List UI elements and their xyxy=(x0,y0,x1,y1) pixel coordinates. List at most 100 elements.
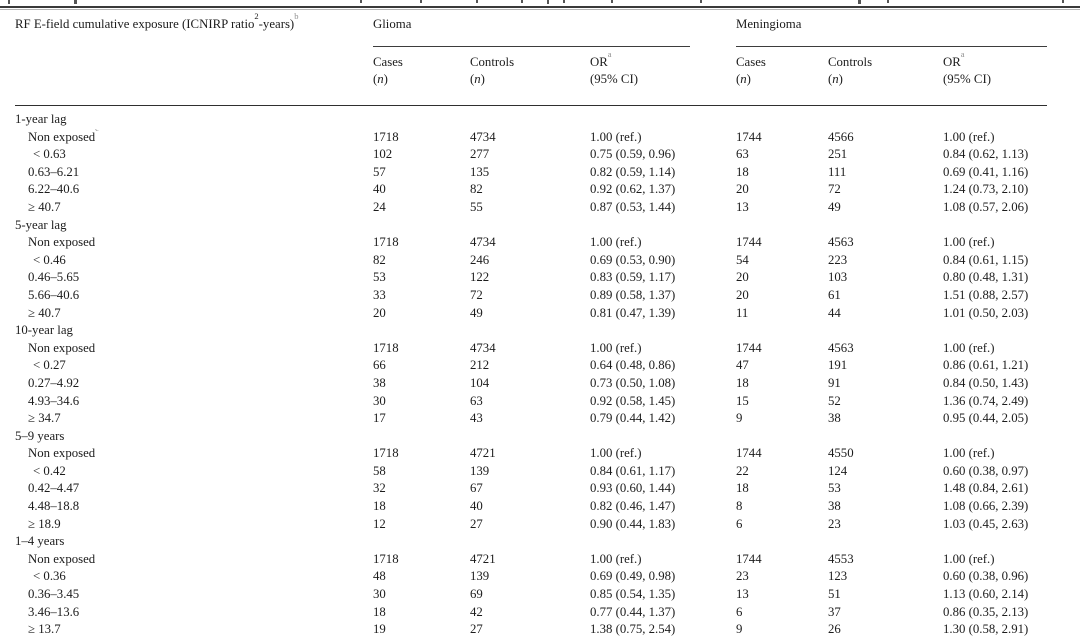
cell-meningioma-or: 0.69 (0.41, 1.16) xyxy=(943,164,1029,179)
table-row: Non exposed 1718 4721 1.00 (ref.) 1744 4553 1.… xyxy=(15,551,1047,569)
cell-glioma-controls: 135 xyxy=(470,164,490,179)
cell-glioma-cases: 102 xyxy=(373,147,393,162)
section-label: 1–4 years xyxy=(15,534,65,549)
cell-glioma-or: 1.38 (0.75, 2.54) xyxy=(590,621,736,638)
paren: ( xyxy=(470,71,475,86)
cell-glioma-or: 0.87 (0.53, 1.44) xyxy=(590,199,676,214)
cell-meningioma-cases: 6 xyxy=(736,516,743,531)
cell-meningioma-controls: 103 xyxy=(828,270,848,285)
row-label: < 0.63 xyxy=(33,147,66,162)
cell-glioma-or: 0.93 (0.60, 1.44) xyxy=(590,481,676,496)
cell-glioma-controls: 4734 xyxy=(470,129,496,144)
paren: ) xyxy=(838,71,843,86)
caption-descender-fragment xyxy=(360,0,362,3)
cell-glioma-controls: 122 xyxy=(470,270,490,285)
cell-glioma-controls: 277 xyxy=(470,147,490,162)
table-row: < 0.63 102 277 0.75 (0.59, 0.96) 63 251 0.84 (… xyxy=(15,146,1047,164)
superscript-2: 2 xyxy=(254,10,259,21)
controls-label: Controls xyxy=(470,55,515,69)
row-label: 3.46–13.6 xyxy=(28,604,80,619)
cell-meningioma-controls: 51 xyxy=(828,587,841,602)
table-row: 0.63–6.21 57 135 0.82 (0.59, 1.14) 18 111 0.69… xyxy=(15,164,1047,182)
cell-glioma-or: 0.79 (0.44, 1.42) xyxy=(590,411,676,426)
table-row: < 0.36 48 139 0.69 (0.49, 0.98) 23 123 0.60 (0… xyxy=(15,568,1047,586)
cell-glioma-controls: 72 xyxy=(470,287,483,302)
table-row: < 0.27 66 212 0.64 (0.48, 0.86) 47 191 0.86 (0… xyxy=(15,357,1047,375)
cell-glioma-or: 0.92 (0.62, 1.37) xyxy=(590,182,676,197)
row-label: < 0.27 xyxy=(33,358,66,373)
cell-glioma-cases: 82 xyxy=(373,252,386,267)
section-row: 5–9 years xyxy=(15,428,1047,446)
n-symbol: n xyxy=(832,71,839,86)
cell-glioma-controls: 139 xyxy=(470,463,490,478)
cell-meningioma-controls: 38 xyxy=(828,411,841,426)
table-row: ≥ 40.7 20 49 0.81 (0.47, 1.39) 11 44 1.01 (0.5… xyxy=(15,305,1047,323)
cell-meningioma-cases: 13 xyxy=(736,587,749,602)
cell-glioma-or: 0.85 (0.54, 1.35) xyxy=(590,587,676,602)
cell-glioma-controls: 82 xyxy=(470,182,483,197)
cell-meningioma-or: 0.80 (0.48, 1.31) xyxy=(943,270,1029,285)
col-header-meningioma-or: ORa (95% CI) xyxy=(943,47,1048,106)
cell-meningioma-or: 1.08 (0.57, 2.06) xyxy=(943,199,1029,214)
cell-meningioma-or: 1.36 (0.74, 2.49) xyxy=(943,393,1029,408)
cell-glioma-cases: 33 xyxy=(373,287,386,302)
cell-meningioma-cases: 20 xyxy=(736,270,749,285)
table-row: 3.46–13.6 18 42 0.77 (0.44, 1.37) 6 37 0.86 (0… xyxy=(15,604,1047,622)
section-row: 5-year lag xyxy=(15,217,1047,235)
cell-meningioma-or: 1.48 (0.84, 2.61) xyxy=(943,481,1029,496)
table-row: 0.36–3.45 30 69 0.85 (0.54, 1.35) 13 51 1.13 (… xyxy=(15,586,1047,604)
cell-meningioma-cases: 1744 xyxy=(736,129,762,144)
cell-meningioma-cases: 1744 xyxy=(736,340,762,355)
glioma-spanner-rule xyxy=(373,46,690,47)
cell-glioma-controls: 40 xyxy=(470,499,483,514)
caption-descender-fragment xyxy=(74,0,77,4)
row-label: Non exposedc xyxy=(15,129,373,147)
paren: ( xyxy=(373,71,378,86)
cell-glioma-controls: 4734 xyxy=(470,340,496,355)
cell-glioma-controls: 246 xyxy=(470,252,490,267)
cell-glioma-or: 0.69 (0.49, 0.98) xyxy=(590,569,676,584)
table-row: Non exposed 1718 4721 1.00 (ref.) 1744 4550 1.… xyxy=(15,445,1047,463)
table-row: Non exposedc1718 4734 1.00 (ref.) 1744 4566 1… xyxy=(15,129,1047,147)
caption-descender-fragment xyxy=(420,0,422,3)
cell-meningioma-or: 1.00 (ref.) xyxy=(943,551,995,566)
table-row: Non exposed 1718 4734 1.00 (ref.) 1744 4563 1.… xyxy=(15,234,1047,252)
cell-glioma-controls: 63 xyxy=(470,393,483,408)
cell-glioma-cases: 58 xyxy=(373,463,386,478)
col-header-glioma-cases: Cases (n) xyxy=(373,47,470,106)
cell-glioma-cases: 1718 xyxy=(373,129,399,144)
caption-descender-fragment xyxy=(547,0,549,4)
paren: ) xyxy=(383,71,388,86)
section-label: 10-year lag xyxy=(15,323,73,338)
cell-meningioma-cases: 18 xyxy=(736,375,749,390)
row-label: 0.42–4.47 xyxy=(28,481,80,496)
col-header-meningioma-controls: Controls (n) xyxy=(828,47,943,106)
row-label: 4.48–18.8 xyxy=(28,499,80,514)
cell-glioma-cases: 20 xyxy=(373,305,386,320)
group-header-glioma: Glioma xyxy=(373,10,736,47)
row-label: 6.22–40.6 xyxy=(28,182,80,197)
cell-glioma-controls: 4734 xyxy=(470,235,496,250)
cell-meningioma-or: 0.84 (0.62, 1.13) xyxy=(943,147,1029,162)
cell-glioma-cases: 48 xyxy=(373,569,386,584)
row-label: ≥ 18.9 xyxy=(28,516,61,531)
cell-glioma-or: 0.81 (0.47, 1.39) xyxy=(590,305,676,320)
cell-glioma-cases: 1718 xyxy=(373,551,399,566)
cases-label: Cases xyxy=(373,55,403,69)
row-label: < 0.42 xyxy=(33,463,66,478)
cell-meningioma-controls: 49 xyxy=(828,199,841,214)
caption-descender-fragment xyxy=(521,0,523,3)
row-label: Non exposed xyxy=(28,551,96,566)
cell-meningioma-cases: 54 xyxy=(736,252,749,267)
table-row: 5.66–40.6 33 72 0.89 (0.58, 1.37) 20 61 1.51 (… xyxy=(15,287,1047,305)
row-label: < 0.46 xyxy=(33,252,66,267)
cell-glioma-or: 0.69 (0.53, 0.90) xyxy=(590,252,676,267)
caption-descender-fragment xyxy=(858,0,861,4)
cell-meningioma-controls: 91 xyxy=(828,375,841,390)
row-label: < 0.36 xyxy=(33,569,66,584)
cell-meningioma-or: 1.30 (0.58, 2.91) xyxy=(943,621,1048,638)
cell-meningioma-controls: 72 xyxy=(828,182,841,197)
cases-label: Cases xyxy=(736,55,766,69)
cell-glioma-controls: 42 xyxy=(470,604,483,619)
